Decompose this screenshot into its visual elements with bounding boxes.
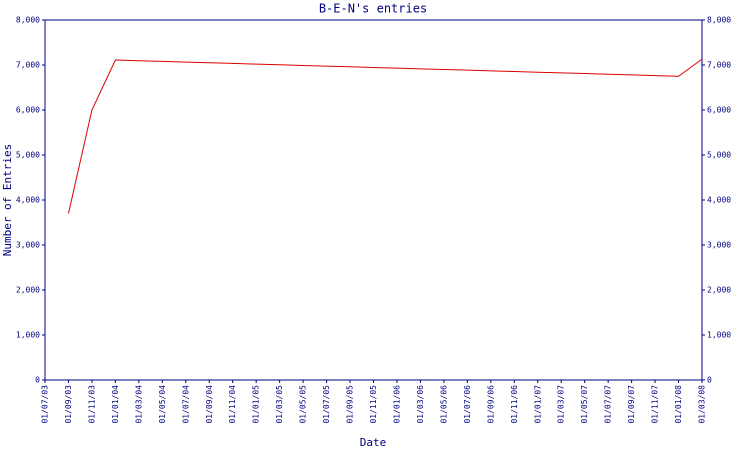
x-tick-label: 01/11/07	[651, 385, 660, 424]
y2-tick-label: 2,000	[707, 286, 731, 295]
x-tick-label: 01/01/05	[252, 385, 261, 424]
y-tick-label: 0	[35, 376, 40, 385]
x-tick-label: 01/09/03	[64, 385, 73, 424]
x-tick-label: 01/07/05	[322, 385, 331, 424]
x-tick-label: 01/03/05	[275, 385, 284, 424]
x-tick-label: 01/07/07	[604, 385, 613, 424]
chart-title: B-E-N's entries	[319, 2, 427, 16]
y-tick-label: 5,000	[16, 151, 40, 160]
y2-tick-label: 4,000	[707, 196, 731, 205]
data-line	[67, 58, 703, 214]
x-tick-label: 01/07/04	[181, 385, 190, 424]
y2-tick-label: 7,000	[707, 61, 731, 70]
x-tick-label: 01/11/03	[87, 385, 96, 424]
y-tick-label: 3,000	[16, 241, 40, 250]
x-tick-label: 01/03/08	[698, 385, 707, 424]
y-tick-label: 6,000	[16, 106, 40, 115]
y-tick-label: 8,000	[16, 16, 40, 25]
x-tick-label: 01/11/05	[369, 385, 378, 424]
x-tick-label: 01/03/04	[134, 385, 143, 424]
x-tick-label: 01/05/06	[439, 385, 448, 424]
x-tick-label: 01/05/04	[158, 385, 167, 424]
x-tick-label: 01/05/05	[299, 385, 308, 424]
x-tick-label: 01/01/04	[111, 385, 120, 424]
y2-tick-label: 3,000	[707, 241, 731, 250]
x-tick-label: 01/01/08	[674, 385, 683, 424]
x-axis-label: Date	[360, 436, 387, 449]
x-tick-label: 01/07/06	[463, 385, 472, 424]
x-tick-label: 01/07/03	[41, 385, 50, 424]
y-axis-label: Number of Entries	[1, 144, 14, 257]
x-tick-label: 01/09/06	[486, 385, 495, 424]
x-tick-label: 01/11/04	[228, 385, 237, 424]
x-tick-label: 01/01/07	[533, 385, 542, 424]
x-tick-label: 01/11/06	[510, 385, 519, 424]
x-tick-label: 01/09/04	[205, 385, 214, 424]
x-tick-label: 01/09/07	[627, 385, 636, 424]
y2-tick-label: 8,000	[707, 16, 731, 25]
y2-tick-label: 0	[707, 376, 712, 385]
y-tick-label: 1,000	[16, 331, 40, 340]
x-tick-label: 01/03/07	[557, 385, 566, 424]
y-tick-label: 4,000	[16, 196, 40, 205]
x-tick-label: 01/01/06	[392, 385, 401, 424]
y2-tick-label: 1,000	[707, 331, 731, 340]
x-tick-label: 01/03/06	[416, 385, 425, 424]
y-tick-label: 2,000	[16, 286, 40, 295]
y2-tick-label: 5,000	[707, 151, 731, 160]
x-tick-label: 01/09/05	[346, 385, 355, 424]
y2-tick-label: 6,000	[707, 106, 731, 115]
y-tick-label: 7,000	[16, 61, 40, 70]
x-tick-label: 01/05/07	[580, 385, 589, 424]
